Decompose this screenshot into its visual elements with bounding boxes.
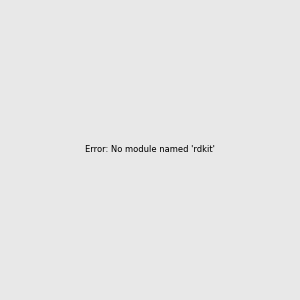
Text: Error: No module named 'rdkit': Error: No module named 'rdkit' [85, 146, 215, 154]
